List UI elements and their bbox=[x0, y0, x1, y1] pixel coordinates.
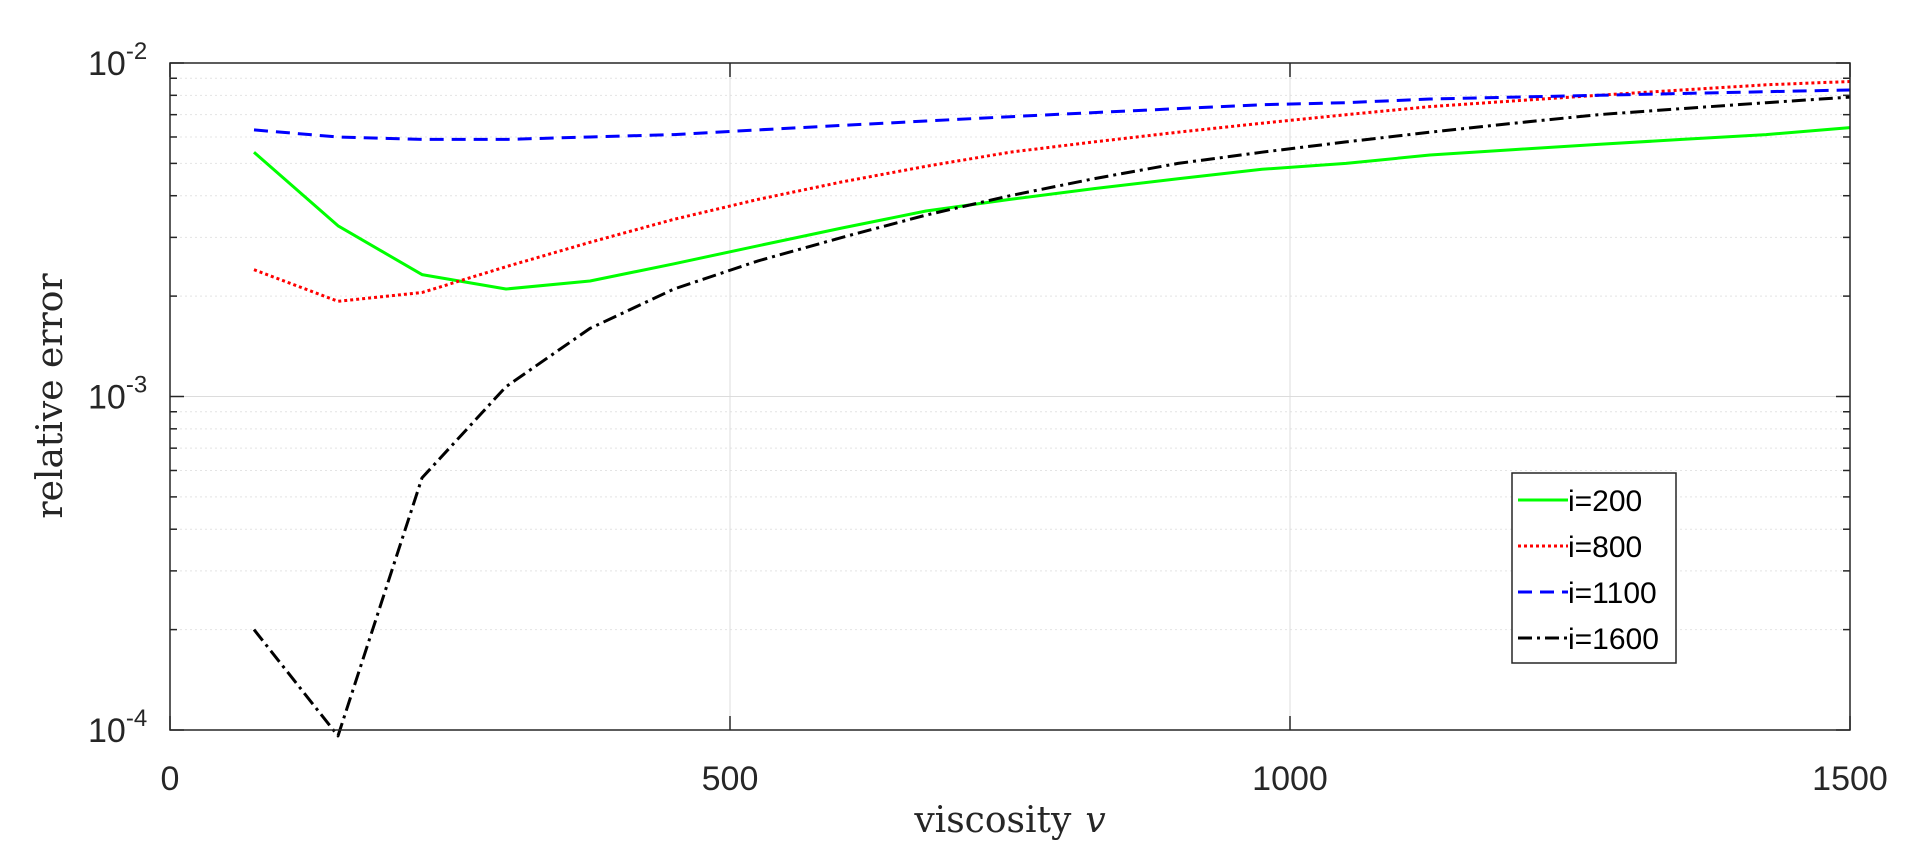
y-tick-exponent: -3 bbox=[126, 372, 147, 399]
legend-label: i=200 bbox=[1568, 485, 1642, 518]
y-tick-labels: 10-410-310-2 bbox=[88, 38, 147, 750]
legend: i=200 i=800 i=1100 i=1600 bbox=[1511, 472, 1677, 664]
x-tick-label: 500 bbox=[702, 760, 759, 798]
y-tick-exponent: -4 bbox=[126, 705, 147, 732]
series-line-i-200 bbox=[253, 126, 1851, 291]
series-line-i-1600 bbox=[252, 95, 1851, 738]
legend-label: i=1600 bbox=[1568, 623, 1659, 656]
series-line-i-1100 bbox=[253, 88, 1851, 141]
y-tick-base: 10 bbox=[88, 379, 126, 417]
tick-marks bbox=[169, 62, 1851, 731]
y-tick-label: 10-3 bbox=[88, 372, 147, 417]
legend-label: i=1100 bbox=[1568, 577, 1657, 610]
x-tick-label: 1000 bbox=[1252, 760, 1328, 798]
y-tick-label: 10-4 bbox=[88, 705, 147, 750]
x-tick-label: 1500 bbox=[1812, 760, 1888, 798]
x-axis-variable: v bbox=[1085, 800, 1105, 841]
y-tick-label: 10-2 bbox=[88, 38, 147, 83]
x-axis-label: viscosity bbox=[913, 800, 1072, 841]
y-tick-base: 10 bbox=[88, 712, 126, 750]
series-layer bbox=[252, 80, 1851, 738]
legend-label: i=800 bbox=[1568, 531, 1642, 564]
legend-box bbox=[1511, 472, 1677, 664]
y-tick-exponent: -2 bbox=[126, 38, 147, 65]
x-axis-title: viscosity v bbox=[913, 800, 1105, 841]
y-axis-title: relative error bbox=[30, 273, 71, 519]
y-tick-base: 10 bbox=[88, 45, 126, 83]
x-tick-labels: 0 500 1000 1500 bbox=[161, 760, 1888, 798]
x-tick-label: 0 bbox=[161, 760, 180, 798]
